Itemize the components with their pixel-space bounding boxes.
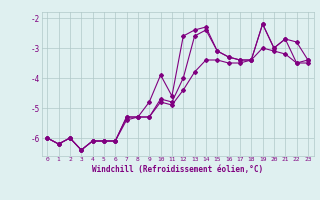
X-axis label: Windchill (Refroidissement éolien,°C): Windchill (Refroidissement éolien,°C) <box>92 165 263 174</box>
